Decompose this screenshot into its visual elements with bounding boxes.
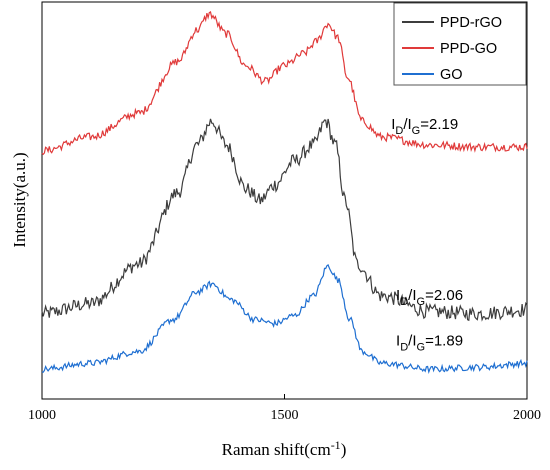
x-axis-label-sup: -1 xyxy=(331,438,341,452)
legend-box xyxy=(393,2,527,86)
ratio-annotation-ppd-go: ID/IG=2.19 xyxy=(391,116,458,137)
legend-label-go: GO xyxy=(440,67,463,83)
x-tick-label: 1500 xyxy=(271,408,299,423)
legend-label-ppd-rgo: PPD-rGO xyxy=(440,15,502,31)
x-axis-label: Raman shift(cm-1) xyxy=(222,438,347,459)
ratio-annotation-ppd-rgo: ID/IG=2.06 xyxy=(396,287,463,308)
series-layer xyxy=(41,10,528,374)
x-tick-label: 1000 xyxy=(28,408,56,423)
x-tick-label: 2000 xyxy=(513,408,541,423)
legend: PPD-rGO PPD-GO GO xyxy=(393,2,527,86)
y-axis-label: Intensity(a.u.) xyxy=(10,152,29,247)
series-line-ppd-go xyxy=(41,10,528,156)
x-axis-label-main: Raman shift(cm xyxy=(222,440,331,459)
ratio-annotations: ID/IG=2.19 ID/IG=2.06 ID/IG=1.89 xyxy=(391,116,463,353)
series-line-go xyxy=(41,263,528,374)
legend-label-ppd-go: PPD-GO xyxy=(440,41,497,57)
x-axis-ticks: 1000 1500 2000 xyxy=(28,394,541,423)
series-line-ppd-rgo xyxy=(41,118,528,322)
ratio-annotation-go: ID/IG=1.89 xyxy=(396,332,463,353)
x-axis-label-tail: ) xyxy=(341,440,347,459)
